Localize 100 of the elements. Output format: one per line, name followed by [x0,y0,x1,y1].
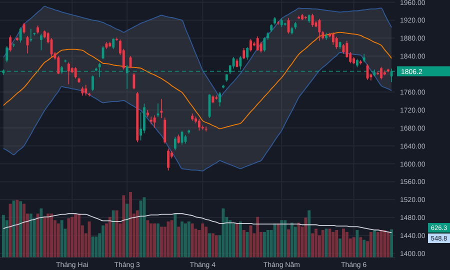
candlestick [232,56,235,70]
bar [345,232,348,258]
bar [129,192,132,258]
candlestick [9,35,12,52]
bar [2,214,5,258]
bar [139,200,142,258]
bar [228,220,232,258]
bar [122,195,126,258]
candlestick [153,114,156,128]
bar [332,232,335,258]
candlestick [242,48,246,60]
candlestick [92,74,94,92]
bar [201,223,204,258]
bar [108,216,112,258]
candlestick [19,26,22,44]
bar [8,204,12,258]
bar [359,237,362,258]
bar [156,223,160,258]
candlestick [30,28,32,42]
bar [335,230,338,258]
bar [266,230,270,258]
bar [246,232,249,258]
bar [294,226,297,258]
bar [60,220,64,258]
candlestick [156,103,160,118]
bar [342,228,345,258]
bar [369,232,372,258]
bar [146,220,150,258]
bar [74,214,78,258]
bar [102,225,105,258]
bar [46,214,50,258]
bar [56,223,60,258]
bar [208,233,211,258]
bar [150,223,153,258]
line-series [2,32,392,130]
candlestick [112,38,115,50]
bar [43,216,46,258]
bar [19,201,22,258]
candlestick [40,33,42,51]
candlestick [250,38,252,52]
candlestick [335,36,338,50]
bar [204,226,208,258]
bar [184,223,187,258]
bar [166,221,170,258]
bar [376,232,380,258]
bar [94,236,98,258]
bar [160,226,163,258]
bar [16,200,19,258]
bar [236,223,238,258]
candlestick [256,36,259,52]
candlestick [6,46,8,63]
candlestick [167,148,170,171]
bar [284,220,287,258]
bar [22,204,26,258]
bar [238,221,242,258]
candlestick [84,84,88,96]
bar [177,226,180,258]
candlestick [311,14,314,28]
bar [372,230,376,258]
candlestick [67,62,70,85]
bar [390,229,394,258]
bar [386,232,390,258]
bar [324,228,328,258]
bar [297,222,300,258]
bar [50,214,53,258]
bar [190,223,194,258]
candlestick [198,118,200,131]
candlestick [164,117,166,144]
bar [29,214,32,258]
bar [187,221,190,258]
bar [70,216,74,258]
bar [174,214,177,258]
bar [67,218,70,258]
bar [153,223,156,258]
bar [304,218,308,258]
bar [290,222,294,258]
bar [321,230,324,258]
bar [308,210,311,258]
bar [280,220,284,258]
bar [126,204,129,258]
candlestick [380,66,382,80]
candlestick [218,92,222,107]
bar [338,238,342,258]
bar [383,230,386,258]
bar [211,233,214,258]
candlestick [346,40,348,58]
bar [136,210,139,258]
bar [232,223,236,258]
candlestick [246,46,249,60]
bar [78,214,80,258]
bar [112,210,115,258]
bar [242,230,246,258]
bar [314,228,318,258]
bar [88,221,91,258]
candlestick [74,66,77,79]
candlestick [143,103,146,134]
candlestick [318,18,321,42]
candlestick [57,56,60,74]
bar [214,235,218,258]
bar [362,240,366,258]
